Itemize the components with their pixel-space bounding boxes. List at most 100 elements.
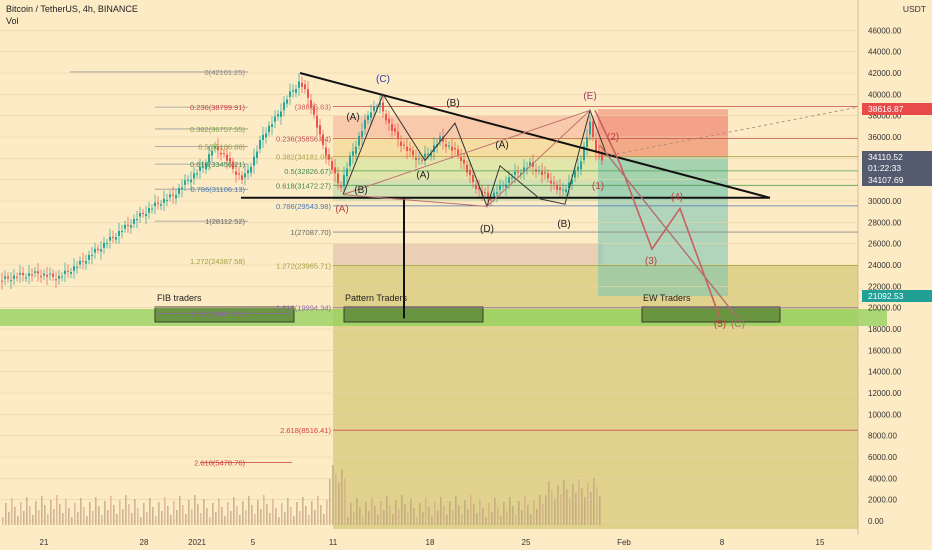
candle-body — [28, 273, 30, 277]
volume-bar — [389, 505, 391, 525]
volume-bar — [347, 517, 349, 525]
candle-body — [91, 255, 93, 257]
y-tick-label: 8000.00 — [868, 432, 897, 441]
wave-label: (D) — [480, 224, 494, 235]
fib-label-mid: 0.236(35856.84) — [276, 135, 332, 144]
candle-body — [256, 151, 258, 158]
volume-bar — [467, 509, 469, 525]
candlestick — [319, 118, 321, 141]
candlestick — [100, 241, 102, 260]
candle-body — [601, 154, 603, 161]
candle-body — [319, 125, 321, 135]
candle-body — [64, 270, 66, 274]
candlestick — [328, 148, 330, 166]
volume-bar — [428, 507, 430, 525]
candle-body — [289, 91, 291, 97]
volume-bar — [164, 497, 166, 525]
candle-body — [406, 146, 408, 152]
candle-body — [400, 141, 402, 146]
volume-bar — [110, 496, 112, 525]
candlestick — [412, 146, 414, 160]
candlestick — [277, 109, 279, 121]
volume-label: Vol — [6, 16, 19, 26]
fib-label-left: 1.272(24387.58) — [190, 257, 246, 266]
candle-body — [325, 147, 327, 156]
volume-bar — [392, 514, 394, 525]
volume-bar — [431, 516, 433, 525]
volume-bar — [218, 498, 220, 525]
candle-body — [10, 280, 12, 282]
volume-bar — [566, 489, 568, 525]
candlestick — [370, 104, 372, 126]
wave-label: (1) — [592, 181, 604, 192]
candle-body — [34, 271, 36, 273]
candlestick — [133, 214, 135, 229]
volume-bar — [338, 483, 340, 525]
candlestick — [289, 83, 291, 106]
candle-body — [262, 134, 264, 140]
candlestick — [397, 123, 399, 148]
candlestick — [208, 145, 210, 171]
candlestick — [199, 158, 201, 179]
volume-bar — [83, 507, 85, 525]
volume-bar — [269, 513, 271, 525]
candlestick — [352, 143, 354, 164]
candle-body — [403, 144, 405, 146]
candlestick — [406, 138, 408, 160]
candle-body — [154, 202, 156, 207]
candle-body — [70, 272, 72, 274]
volume-bar — [95, 497, 97, 525]
candlestick — [172, 186, 174, 204]
candlestick — [223, 148, 225, 158]
candle-body — [241, 175, 243, 180]
candle-body — [46, 274, 48, 277]
candlestick — [130, 218, 132, 234]
candlestick — [196, 169, 198, 179]
candle-body — [412, 150, 414, 156]
volume-bar — [314, 510, 316, 525]
y-tick-label: 38000.00 — [868, 112, 902, 121]
wave-label: (B) — [557, 219, 570, 230]
volume-bar — [563, 480, 565, 525]
candlestick — [52, 269, 54, 281]
candle-body — [442, 136, 444, 142]
dashed-projection-line — [604, 106, 859, 157]
candle-body — [577, 166, 579, 171]
wave-label: (3) — [645, 256, 657, 267]
candlestick — [325, 139, 327, 164]
candlestick — [13, 269, 15, 285]
candlestick — [253, 148, 255, 174]
candle-body — [148, 208, 150, 213]
candlestick — [163, 190, 165, 212]
candle-body — [475, 184, 477, 190]
x-tick-label: Feb — [617, 538, 631, 547]
volume-bar — [194, 495, 196, 525]
volume-bar — [290, 507, 292, 525]
volume-bar — [44, 505, 46, 525]
candlestick — [334, 159, 336, 182]
candlestick — [58, 269, 60, 285]
volume-bar — [41, 496, 43, 525]
candlestick — [181, 179, 183, 198]
candlestick — [46, 266, 48, 285]
volume-bar — [98, 506, 100, 525]
candlestick — [343, 166, 345, 195]
volume-bar — [461, 514, 463, 525]
candle-body — [460, 157, 462, 161]
candle-body — [25, 277, 27, 279]
candlestick — [448, 141, 450, 150]
volume-bar — [143, 503, 145, 525]
candlestick — [529, 157, 531, 170]
candlestick — [361, 123, 363, 146]
candlestick — [484, 187, 486, 197]
candle-body — [40, 276, 42, 278]
candle-body — [511, 177, 513, 179]
candle-body — [76, 266, 78, 268]
candle-body — [508, 177, 510, 184]
wave-label: (C) — [376, 74, 390, 85]
candlestick — [322, 130, 324, 150]
candle-body — [220, 152, 222, 155]
candlestick — [106, 238, 108, 249]
volume-bar — [92, 511, 94, 525]
